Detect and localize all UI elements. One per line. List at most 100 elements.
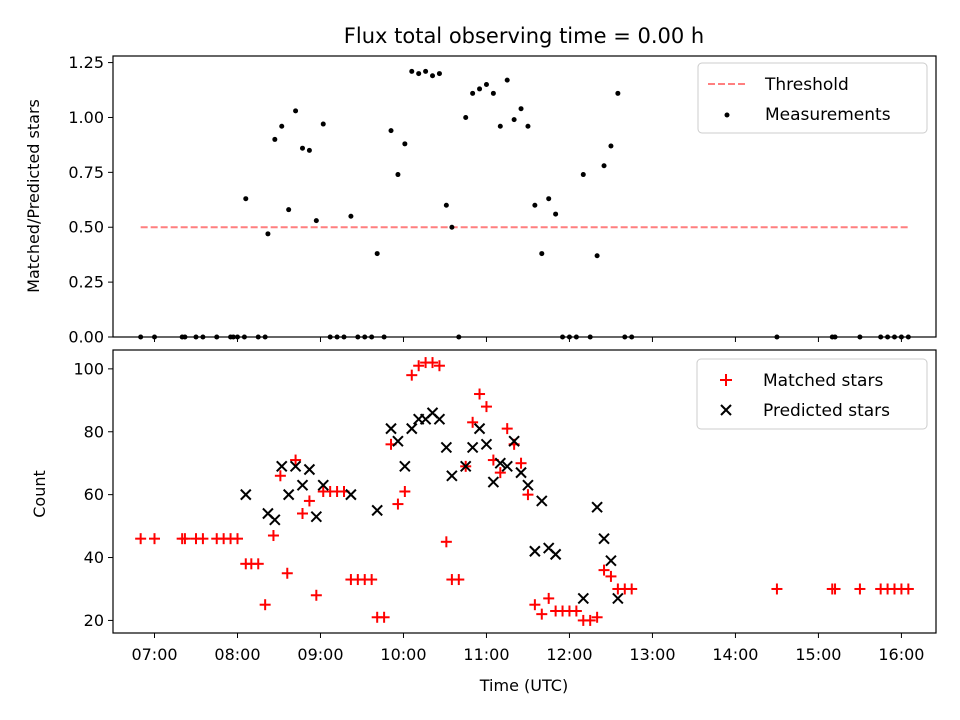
predicted-point (460, 460, 472, 473)
predicted-point-b (536, 495, 548, 507)
predicted-point-b (303, 463, 316, 476)
predicted-point (392, 435, 404, 447)
measurement-point (615, 90, 621, 96)
matched-point (494, 467, 506, 479)
predicted-point-b (406, 422, 418, 435)
legend: Matched stars Predicted stars (696, 358, 928, 430)
legend-box (697, 62, 928, 134)
measurement-point (279, 123, 285, 129)
matched-point (626, 583, 638, 595)
legend-matched-label: Matched stars (763, 371, 883, 391)
matched-point (259, 599, 271, 611)
matched-point (406, 369, 418, 381)
y-axis: 20 40 60 80 100 (73, 359, 113, 630)
predicted-point-b (276, 460, 288, 473)
matched-point (584, 614, 596, 626)
matched-point (281, 567, 293, 579)
predicted-point-b (392, 435, 404, 447)
predicted-point-b (542, 542, 555, 554)
matched-point (378, 611, 390, 623)
matched-point (413, 360, 425, 372)
matched-point (522, 489, 534, 501)
matched-point (529, 599, 541, 611)
predicted-point-b (522, 479, 534, 491)
predicted-point (522, 479, 534, 491)
measurement-point (483, 82, 489, 88)
measurement-point (286, 207, 292, 213)
legend: Threshold Measurements (697, 62, 928, 134)
measurement-point (525, 123, 531, 129)
measurement-point (449, 224, 455, 230)
measurement-point (436, 71, 442, 77)
measurement-point (553, 211, 559, 217)
predicted-point (480, 438, 493, 451)
matched-point (267, 530, 279, 542)
predicted-point (473, 422, 486, 435)
predicted-point (529, 545, 541, 557)
predicted-point (501, 460, 513, 473)
predicted-point (289, 460, 302, 473)
predicted-point (406, 422, 418, 435)
x-tick-label: 11:00 (463, 645, 509, 664)
matched-point (148, 533, 160, 545)
predicted-point-b (371, 504, 383, 517)
matched-point (296, 508, 308, 520)
measurement-point (243, 196, 249, 202)
predicted-point-b (399, 460, 411, 473)
measurement-point (546, 196, 552, 202)
predicted-point-b (598, 532, 610, 545)
predicted-point-b (385, 422, 397, 435)
x-tick-label: 14:00 (712, 645, 758, 664)
measurement-point (539, 251, 545, 257)
predicted-point-b (515, 466, 527, 479)
matched-point (274, 470, 286, 482)
predicted-point (310, 510, 323, 523)
predicted-point-b (466, 441, 479, 454)
matched-point (515, 457, 527, 469)
matched-point (902, 583, 914, 595)
predicted-point (433, 413, 446, 425)
y-tick-label: 20 (84, 611, 104, 630)
predicted-point (466, 441, 479, 454)
measurement-point (348, 213, 354, 219)
x-tick-label: 10:00 (380, 645, 426, 664)
predicted-point (612, 592, 624, 605)
predicted-point (276, 460, 288, 473)
predicted-point-b (282, 488, 295, 501)
measurement-point (306, 147, 312, 153)
matched-point (135, 533, 147, 545)
measurement-point (518, 106, 524, 112)
matched-point (290, 454, 302, 466)
predicted-point-b (487, 476, 500, 488)
measurement-point (409, 68, 415, 74)
matched-point (570, 605, 582, 617)
predicted-point-b (310, 510, 323, 523)
ratio-panel: Flux total observing time = 0.00 h Match… (24, 24, 937, 347)
chart-title: Flux total observing time = 0.00 h (344, 24, 704, 48)
measurement-point (470, 90, 476, 96)
measurement-point (580, 172, 586, 178)
y-axis: 0.00 0.25 0.50 0.75 1.00 1.25 (68, 53, 113, 347)
x-tick-label: 16:00 (878, 645, 924, 664)
axes-frame (112, 349, 937, 634)
matched-point (231, 533, 243, 545)
predicted-point-b (426, 407, 439, 419)
matched-point (536, 608, 548, 620)
measurement-point (320, 121, 326, 127)
matched-point (197, 533, 209, 545)
matched-point (440, 536, 452, 548)
predicted-point-b (296, 479, 309, 491)
y-tick-label: 40 (84, 548, 104, 567)
matched-point (310, 589, 322, 601)
predicted-point (591, 501, 603, 513)
measurement-point (272, 136, 278, 142)
matched-point (474, 388, 486, 400)
measurement-point (594, 253, 600, 259)
measurement-point (608, 143, 614, 149)
matched-point (453, 574, 465, 586)
measurement-point (313, 218, 319, 224)
predicted-point (345, 488, 357, 501)
x-tick-label: 13:00 (629, 645, 675, 664)
